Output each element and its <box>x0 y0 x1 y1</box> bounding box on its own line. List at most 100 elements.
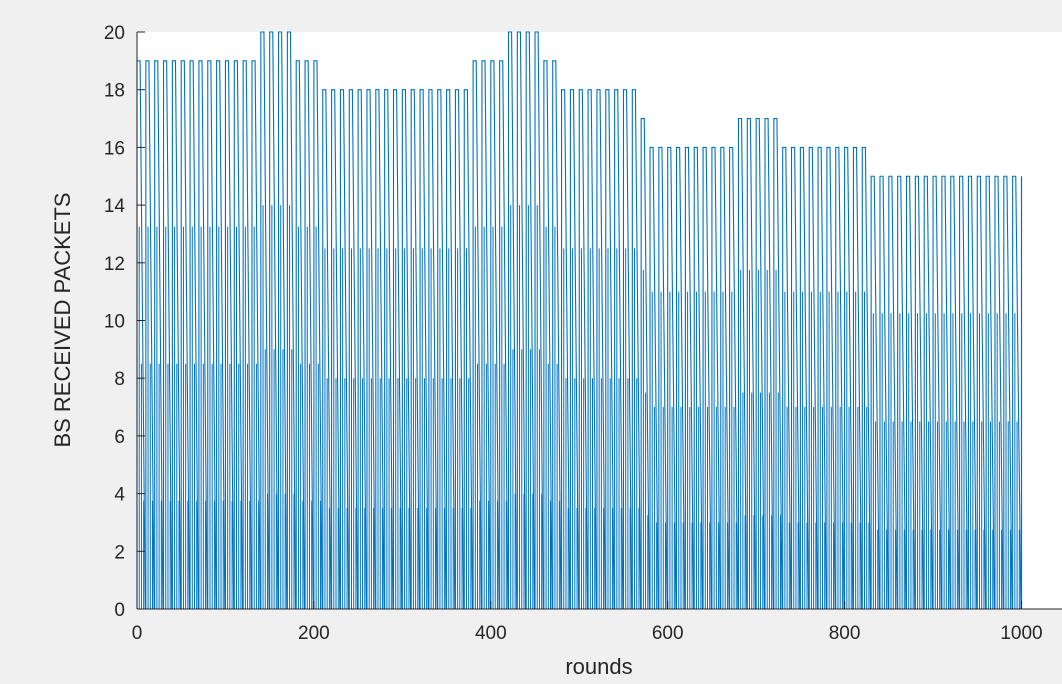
series-cycle <box>331 89 341 610</box>
series-cycle <box>737 118 748 610</box>
series-cycle <box>879 175 889 610</box>
series-cycle <box>224 60 235 610</box>
series-cycle <box>295 60 306 610</box>
series-cycle <box>207 60 217 610</box>
series-cycle <box>976 175 987 610</box>
series-cycle <box>543 60 553 610</box>
series-cycle <box>667 146 677 610</box>
x-tick-label: 0 <box>132 623 143 644</box>
series-cycle <box>782 146 792 610</box>
series-cycle <box>189 60 199 610</box>
series-cycle <box>905 175 916 610</box>
series-cycle <box>764 118 774 610</box>
series-cycle <box>410 89 420 610</box>
y-tick-label: 0 <box>114 600 125 621</box>
series-cycle <box>755 118 765 610</box>
series-cycle <box>516 31 527 610</box>
series-cycle <box>711 146 721 610</box>
series-cycle <box>384 89 394 610</box>
series-cycle <box>861 146 872 610</box>
series-cycle <box>171 60 182 610</box>
series-cycle <box>817 146 827 610</box>
series-cycle <box>569 89 580 610</box>
series-cycle <box>835 146 845 610</box>
series-cycle <box>702 146 712 610</box>
series-cycle <box>923 175 933 610</box>
series-cycle <box>888 175 898 610</box>
series-cycle <box>145 60 155 610</box>
x-tick-label: 1000 <box>1000 623 1042 644</box>
series-cycle <box>357 89 367 610</box>
series-cycle <box>251 60 261 610</box>
series-cycle <box>446 89 456 610</box>
x-axis-label: rounds <box>565 654 632 679</box>
series-cycle <box>322 89 332 610</box>
y-tick-label: 14 <box>104 196 126 217</box>
series-cycle <box>472 60 482 610</box>
series-cycle <box>375 89 385 610</box>
series-cycle <box>534 31 544 610</box>
series-cycle <box>985 175 995 610</box>
series-cycle <box>392 89 403 610</box>
series-cycle <box>481 60 491 610</box>
y-axis-label: BS RECEIVED PACKETS <box>50 192 75 447</box>
series-cycle <box>773 118 783 610</box>
series-cycle <box>614 89 624 610</box>
series-cycle <box>507 31 518 610</box>
series-cycle <box>490 60 500 610</box>
series-cycle <box>437 89 447 610</box>
series-cycle <box>932 175 942 610</box>
series-cycle <box>260 31 270 610</box>
series-cycle <box>959 175 969 610</box>
series-cycle <box>463 89 474 610</box>
series-cycle <box>304 60 314 610</box>
series-cycle <box>313 60 323 610</box>
series-cycle <box>790 146 801 610</box>
series-cycle <box>596 89 606 610</box>
series-cycle <box>454 89 465 610</box>
series-cycle <box>242 60 252 610</box>
series-cycle <box>277 31 288 610</box>
x-tick-label: 400 <box>475 623 507 644</box>
series-cycle <box>180 60 191 610</box>
series-cycle <box>366 89 376 610</box>
series-cycle <box>525 31 535 610</box>
series-cycle <box>897 175 907 610</box>
series-cycle <box>622 89 633 610</box>
series-cycle <box>844 146 854 610</box>
series-cycle <box>401 89 412 610</box>
y-tick-label: 16 <box>104 138 125 159</box>
series-cycle <box>339 89 350 610</box>
series-cycle <box>1003 175 1013 610</box>
series-cycle <box>561 89 571 610</box>
x-tick-label: 200 <box>298 623 330 644</box>
series-cycle <box>269 31 279 610</box>
y-tick-label: 4 <box>114 485 125 506</box>
series-cycle <box>720 146 730 610</box>
x-tick-label: 800 <box>829 623 861 644</box>
series-cycle <box>941 175 951 610</box>
series-cycle <box>198 60 208 610</box>
series-cycle <box>799 146 810 610</box>
series-cycle <box>808 146 819 610</box>
series-cycle <box>693 146 704 610</box>
series-cycle <box>640 118 650 610</box>
y-tick-label: 18 <box>104 81 125 102</box>
x-axis-ticks: 0 200 400 600 800 1000 <box>132 601 1043 644</box>
y-tick-label: 8 <box>114 369 125 390</box>
series-cycle <box>578 89 589 610</box>
series-cycle <box>552 60 562 610</box>
series-cycle <box>914 175 925 610</box>
series-cycle <box>1012 175 1022 610</box>
y-axis-ticks: 0 2 4 6 8 10 12 14 16 18 20 <box>104 23 145 621</box>
series-cycle <box>428 89 438 610</box>
series-cycle <box>675 146 686 610</box>
series-cycle <box>348 89 359 610</box>
y-tick-label: 10 <box>104 312 125 333</box>
series-cycle <box>154 60 164 610</box>
series-cycle <box>950 175 960 610</box>
series-cycle <box>746 118 757 610</box>
series-cycle <box>233 60 244 610</box>
series-cycle <box>587 89 597 610</box>
y-tick-label: 20 <box>104 23 125 44</box>
